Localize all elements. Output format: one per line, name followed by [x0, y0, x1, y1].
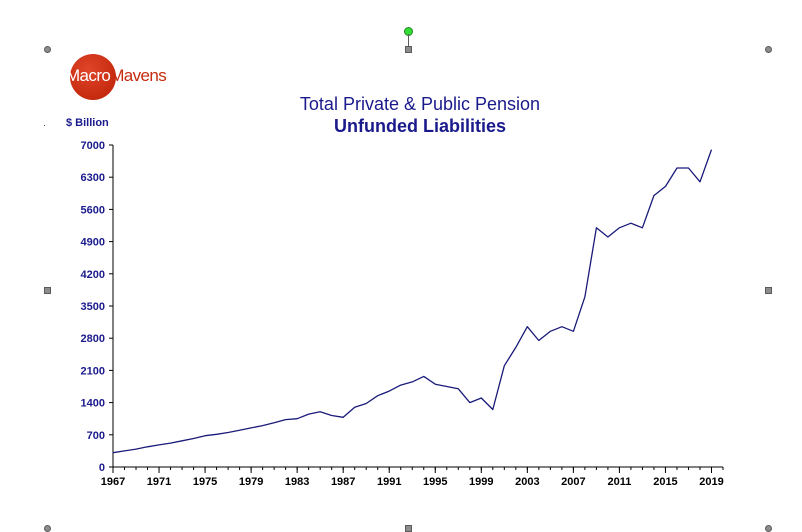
x-tick-label: 2015: [653, 476, 677, 488]
x-tick-label: 1999: [469, 476, 493, 488]
resize-handle-top[interactable]: [405, 46, 412, 53]
stray-dot: [44, 125, 45, 126]
y-axis-label: $ Billion: [66, 117, 109, 129]
y-tick-label: 0: [99, 462, 105, 474]
y-tick-label: 4200: [81, 269, 105, 281]
resize-handle-top-left[interactable]: [44, 46, 51, 53]
series-line: [112, 149, 713, 454]
x-tick-label: 1987: [331, 476, 355, 488]
y-tick-label: 2100: [81, 365, 105, 377]
x-tick-label: 2019: [699, 476, 723, 488]
x-tick-label: 1967: [101, 476, 125, 488]
x-tick-label: 2003: [515, 476, 539, 488]
x-tick-label: 1995: [423, 476, 447, 488]
x-tick-label: 1979: [239, 476, 263, 488]
y-tick-label: 2800: [81, 333, 105, 345]
x-tick-label: 2011: [607, 476, 631, 488]
y-tick-label: 5600: [81, 204, 105, 216]
x-tick-label: 1991: [377, 476, 401, 488]
x-tick-label: 2007: [561, 476, 585, 488]
chart-subtitle: Unfunded Liabilities: [333, 116, 506, 136]
x-tick-label: 1975: [193, 476, 217, 488]
y-tick-label: 3500: [81, 301, 105, 313]
x-tick-label: 1983: [285, 476, 309, 488]
chart-title: Total Private & Public Pension: [299, 94, 541, 114]
y-tick-label: 7000: [81, 140, 105, 152]
y-tick-label: 4900: [81, 237, 105, 249]
logo-text: MacroMavens: [66, 66, 167, 86]
x-tick-label: 1971: [147, 476, 171, 488]
logo: MacroMavens: [66, 54, 176, 100]
resize-handle-left[interactable]: [44, 287, 51, 294]
logo-circle: [70, 54, 116, 100]
rotation-stem: [408, 34, 409, 46]
resize-handle-right[interactable]: [765, 287, 772, 294]
logo-text-part1: Macro: [66, 66, 111, 85]
y-tick-label: 1400: [81, 398, 105, 410]
logo-text-part2: Mavens: [110, 66, 167, 85]
y-tick-label: 700: [87, 430, 105, 442]
resize-handle-top-right[interactable]: [765, 46, 772, 53]
y-tick-label: 6300: [81, 172, 105, 184]
